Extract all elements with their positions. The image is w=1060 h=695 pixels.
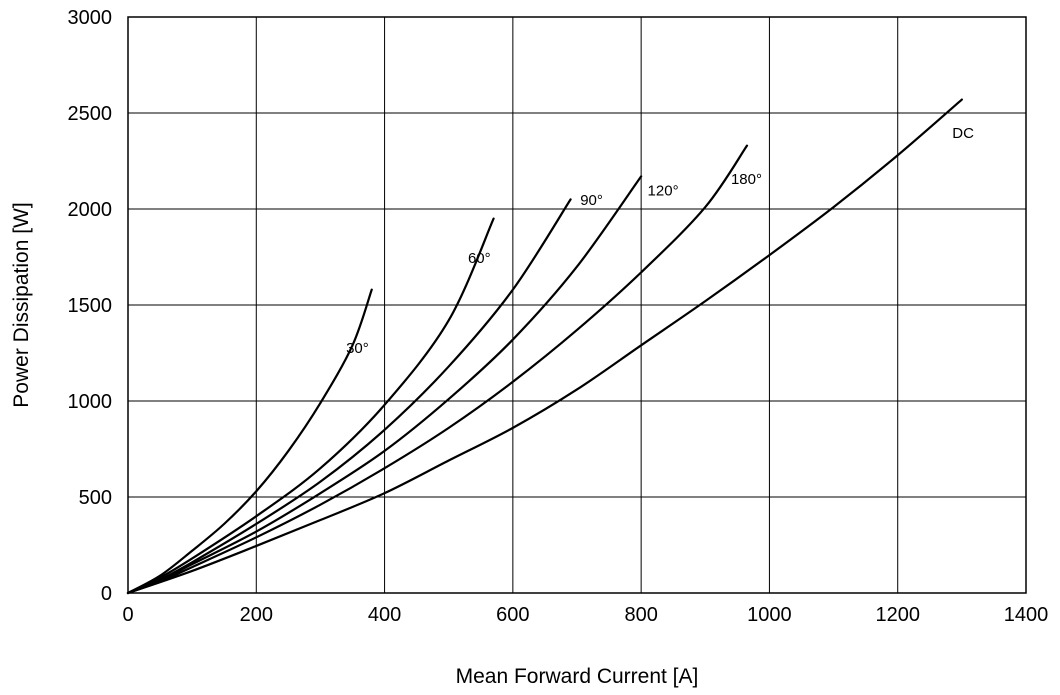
grid xyxy=(127,16,1027,594)
series-label-0: 30° xyxy=(346,340,369,357)
x-tick-label: 1400 xyxy=(1004,604,1049,626)
x-tick-label: 0 xyxy=(122,604,133,626)
plot-frame xyxy=(127,16,1027,594)
series-label-3: 120° xyxy=(648,183,679,200)
curve-labels: 30° 60° 90° 120° 180° DC xyxy=(346,125,974,357)
series-line-0 xyxy=(126,288,373,595)
series-line-5 xyxy=(126,98,963,595)
series-group xyxy=(126,98,963,595)
series-label-1: 60° xyxy=(468,250,491,267)
series-line-4 xyxy=(126,144,749,595)
y-tick-label: 2500 xyxy=(68,103,113,125)
x-tick-label: 1000 xyxy=(747,604,792,626)
x-tick-label: 800 xyxy=(624,604,657,626)
y-tick-label: 1000 xyxy=(68,391,113,413)
series-label-4: 180° xyxy=(731,171,762,188)
y-tick-label: 3000 xyxy=(68,7,113,29)
x-tick-label: 1200 xyxy=(875,604,920,626)
x-tick-label: 400 xyxy=(368,604,401,626)
y-tick-label: 500 xyxy=(79,487,112,509)
series-line-2 xyxy=(126,198,572,595)
series-line-1 xyxy=(126,217,495,595)
series-line-3 xyxy=(126,175,643,595)
series-label-5: DC xyxy=(952,125,974,142)
tick-labels: 0 200 400 600 800 1000 1200 1400 0 500 1000 1500 200… xyxy=(68,7,1049,626)
x-tick-label: 200 xyxy=(240,604,273,626)
series-label-2: 90° xyxy=(580,192,603,209)
x-axis-title: Mean Forward Current [A] xyxy=(456,665,699,688)
y-axis-title: Power Dissipation [W] xyxy=(10,202,33,407)
y-tick-label: 2000 xyxy=(68,199,113,221)
y-tick-label: 1500 xyxy=(68,295,113,317)
y-tick-label: 0 xyxy=(101,583,112,605)
x-tick-label: 600 xyxy=(496,604,529,626)
